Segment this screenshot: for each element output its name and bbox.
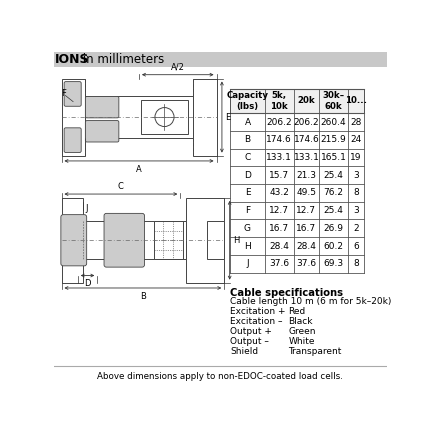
Text: 16.7: 16.7	[269, 224, 289, 233]
Text: 25.4: 25.4	[324, 171, 344, 180]
Text: 28.4: 28.4	[269, 242, 289, 251]
Text: B: B	[244, 135, 251, 144]
Text: 69.3: 69.3	[323, 259, 344, 268]
Text: F: F	[245, 206, 250, 215]
Bar	[154, 221, 183, 259]
Text: Shield: Shield	[230, 347, 258, 356]
Text: 8: 8	[353, 259, 359, 268]
Text: A: A	[244, 117, 251, 126]
Text: 174.6: 174.6	[267, 135, 292, 144]
Text: Excitation –: Excitation –	[230, 317, 283, 326]
Text: 165.1: 165.1	[321, 153, 347, 162]
Bar	[54, 52, 387, 67]
Text: 12.7: 12.7	[269, 206, 289, 215]
Bar	[186, 198, 224, 283]
Text: Output –: Output –	[230, 337, 269, 346]
Text: 37.6: 37.6	[269, 259, 289, 268]
Text: IONS: IONS	[55, 53, 90, 66]
Text: 24: 24	[350, 135, 362, 144]
Text: 206.2: 206.2	[267, 117, 292, 126]
Bar	[193, 79, 216, 156]
Text: Black: Black	[289, 317, 313, 326]
Bar	[230, 89, 364, 113]
Text: H: H	[244, 242, 251, 251]
FancyBboxPatch shape	[61, 215, 87, 266]
Bar	[61, 79, 85, 156]
Text: White: White	[289, 337, 315, 346]
Text: 19: 19	[350, 153, 362, 162]
Text: 37.6: 37.6	[296, 259, 316, 268]
FancyBboxPatch shape	[64, 128, 81, 153]
Text: 43.2: 43.2	[269, 188, 289, 197]
Text: Red: Red	[289, 307, 306, 316]
Text: 49.5: 49.5	[296, 188, 316, 197]
Text: 25.4: 25.4	[324, 206, 344, 215]
Bar	[141, 100, 188, 134]
Text: 15.7: 15.7	[269, 171, 289, 180]
Text: 2: 2	[353, 224, 359, 233]
Text: Capacity
(lbs): Capacity (lbs)	[227, 91, 268, 111]
Text: 8: 8	[353, 188, 359, 197]
Text: 20k: 20k	[298, 96, 315, 105]
Text: 215.9: 215.9	[321, 135, 347, 144]
FancyBboxPatch shape	[86, 96, 119, 118]
FancyBboxPatch shape	[86, 120, 119, 142]
Text: Transparent: Transparent	[289, 347, 342, 356]
Text: 3: 3	[353, 171, 359, 180]
Text: 10...: 10...	[345, 96, 367, 105]
FancyBboxPatch shape	[64, 82, 81, 106]
Text: in millimeters: in millimeters	[79, 53, 165, 66]
Bar	[83, 221, 186, 259]
Text: D: D	[244, 171, 251, 180]
Text: G: G	[244, 224, 251, 233]
Text: 16.7: 16.7	[296, 224, 316, 233]
Text: B: B	[140, 292, 146, 301]
Text: E: E	[245, 188, 250, 197]
Text: 133.1: 133.1	[293, 153, 319, 162]
Bar	[207, 221, 224, 259]
Text: 26.9: 26.9	[323, 224, 344, 233]
Text: 5k,
10k: 5k, 10k	[270, 91, 288, 111]
Text: Cable specifications: Cable specifications	[230, 288, 344, 298]
Text: J: J	[246, 259, 249, 268]
Text: J: J	[85, 204, 88, 213]
Text: Above dimensions apply to non-EDOC-coated load cells.: Above dimensions apply to non-EDOC-coate…	[98, 372, 343, 381]
Bar	[85, 96, 193, 138]
Text: Green: Green	[289, 327, 316, 336]
Text: F: F	[61, 89, 66, 98]
Text: 30k–
60k: 30k– 60k	[322, 91, 344, 111]
Text: 3: 3	[353, 206, 359, 215]
Text: 206.2: 206.2	[294, 117, 319, 126]
Text: 6: 6	[353, 242, 359, 251]
Text: C: C	[244, 153, 251, 162]
Text: C: C	[118, 182, 124, 191]
Text: 174.6: 174.6	[294, 135, 319, 144]
Text: H: H	[233, 236, 239, 245]
Text: E: E	[225, 113, 230, 122]
Text: 260.4: 260.4	[321, 117, 346, 126]
Text: 28.4: 28.4	[296, 242, 316, 251]
Text: 76.2: 76.2	[323, 188, 344, 197]
Text: 21.3: 21.3	[296, 171, 316, 180]
FancyBboxPatch shape	[104, 213, 144, 267]
Text: 28: 28	[350, 117, 362, 126]
Text: 133.1: 133.1	[266, 153, 292, 162]
Text: 60.2: 60.2	[323, 242, 344, 251]
Text: A/2: A/2	[171, 63, 185, 72]
Text: D: D	[84, 280, 91, 289]
Text: Output +: Output +	[230, 327, 272, 336]
Text: A: A	[136, 165, 142, 174]
Text: Excitation +: Excitation +	[230, 307, 286, 316]
Text: Cable length 10 m (6 m for 5k–20k): Cable length 10 m (6 m for 5k–20k)	[230, 297, 392, 306]
Bar	[61, 198, 83, 283]
Text: 12.7: 12.7	[296, 206, 316, 215]
